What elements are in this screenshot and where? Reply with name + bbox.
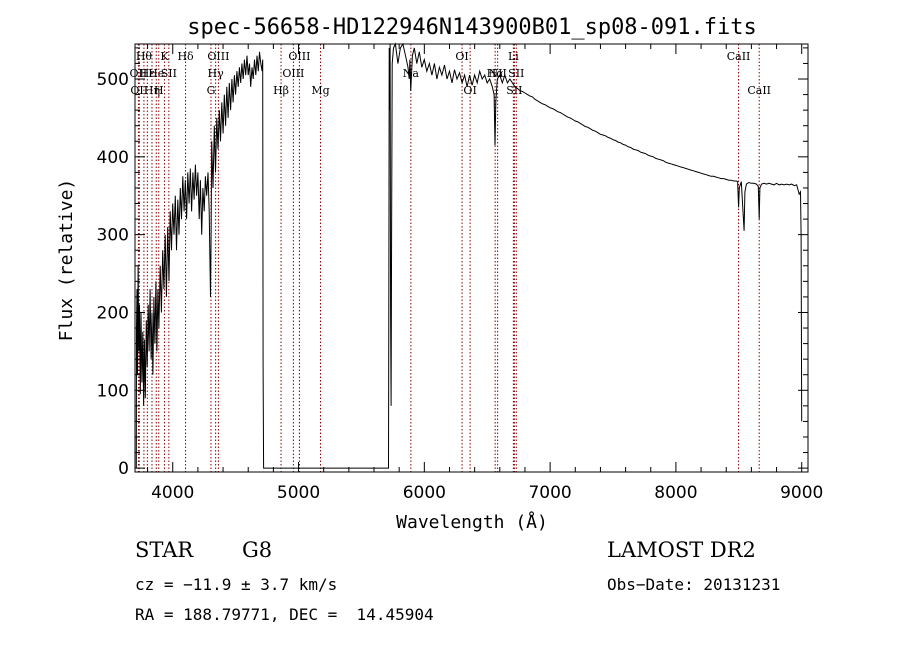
y-axis-label: Flux (relative): [56, 179, 77, 342]
survey-name: LAMOST DR2: [607, 538, 756, 562]
x-tick-label-8000: 8000: [654, 483, 697, 503]
y-tick-label-0: 0: [118, 459, 129, 479]
chart-title: spec-56658-HD122946N143900B01_sp08-091.f…: [187, 15, 757, 40]
x-axis: 4000 5000 6000 7000 8000 9000: [147, 44, 823, 503]
spectral-subclass: G8: [242, 538, 273, 562]
y-tick-label-500: 500: [97, 70, 129, 90]
y-tick-label-300: 300: [97, 226, 129, 246]
line-label-2: Hθ: [136, 50, 153, 63]
spectrum-line-group: [135, 42, 803, 469]
line-label-16: Mg: [311, 84, 329, 97]
spectrum-line-0: [135, 42, 803, 469]
spectral-line-markers: OIIOIIHθHεHηHeHKSIIHδGHγOIIIHβOIIIOIIIMg…: [130, 44, 771, 472]
y-tick-label-400: 400: [97, 148, 129, 168]
y-axis: 0 100 200 300 400 500: [97, 47, 808, 479]
line-label-24: SII: [508, 67, 524, 80]
observation-date: Obs−Date: 20131231: [607, 575, 781, 594]
coordinates: RA = 188.79771, DEC = 14.45904: [135, 605, 434, 624]
redshift-cz: cz = −11.9 ± 3.7 km/s: [135, 575, 338, 594]
line-label-8: SII: [161, 67, 177, 80]
line-label-6: H: [154, 84, 164, 97]
line-label-3: Hε: [140, 67, 156, 80]
line-label-12: OIII: [207, 50, 229, 63]
line-label-5: He: [148, 67, 164, 80]
line-label-9: Hδ: [177, 50, 194, 63]
line-label-13: Hβ: [273, 84, 289, 97]
line-label-21: NII: [489, 67, 507, 80]
x-tick-label-6000: 6000: [403, 483, 446, 503]
line-label-25: CaII: [727, 50, 751, 63]
line-label-26: CaII: [747, 84, 771, 97]
x-tick-label-7000: 7000: [528, 483, 571, 503]
line-label-15: OIII: [288, 50, 310, 63]
y-tick-label-100: 100: [97, 381, 129, 401]
line-label-11: Hγ: [208, 67, 225, 80]
line-label-23: SII: [506, 84, 522, 97]
line-label-10: G: [207, 84, 216, 97]
line-label-14: OIII: [282, 67, 304, 80]
x-tick-label-9000: 9000: [780, 483, 823, 503]
x-tick-label-4000: 4000: [151, 483, 194, 503]
x-tick-label-5000: 5000: [277, 483, 320, 503]
line-label-7: K: [160, 50, 169, 63]
plot-frame: [134, 43, 809, 473]
line-label-19: OI: [463, 84, 476, 97]
line-label-0: OII: [130, 67, 148, 80]
x-axis-label: Wavelength (Å): [396, 511, 548, 533]
line-label-18: OI: [455, 50, 468, 63]
object-class: STAR: [135, 538, 194, 562]
line-label-22: Li: [508, 50, 519, 63]
y-tick-label-200: 200: [97, 303, 129, 323]
